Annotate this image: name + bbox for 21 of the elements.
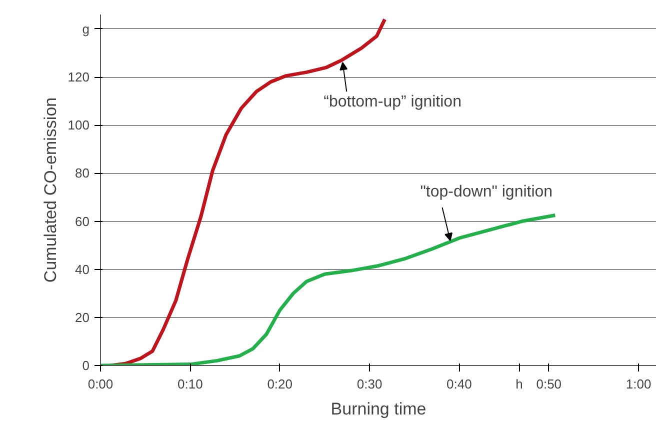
x-tick-label: 0:40 [446, 376, 472, 392]
line-series [100, 213, 557, 366]
x-axis-title: Burning time [330, 400, 426, 418]
y-tick-label: 100 [68, 118, 90, 133]
x-tick-label: 0:10 [178, 376, 203, 392]
y-axis-title: Cumulated CO-emission [40, 97, 60, 283]
x-tick-label: 1:00 [626, 376, 652, 392]
y-tick-label: 120 [68, 70, 90, 85]
y-tick-label: 80 [75, 166, 90, 181]
y-tick-label: 60 [75, 214, 90, 229]
y-tick-label: g [82, 21, 90, 36]
x-tick-label: 0:20 [267, 376, 293, 392]
x-tick-label: 0:00 [88, 376, 114, 392]
annotation: "top-down" ignition [420, 183, 553, 200]
y-tick-label: 20 [75, 310, 90, 325]
x-tick-label: 0:30 [356, 376, 382, 392]
y-tick-label: 0 [82, 358, 90, 373]
y-tick-label: 40 [75, 262, 90, 277]
annotation: “bottom-up” ignition [324, 94, 462, 111]
x-tick-label: h [516, 376, 523, 392]
x-tick-label: 0:50 [536, 376, 562, 392]
